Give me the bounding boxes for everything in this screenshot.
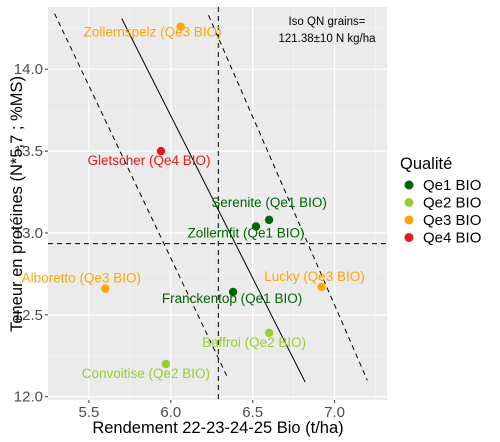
x-tick-label: 6.0: [160, 404, 181, 421]
x-axis-ticks: 5.5 6.0 6.5 7.0: [79, 400, 345, 421]
annotation: Iso QN grains= 121.38±10 N kg/ha: [278, 16, 376, 45]
data-points: [101, 22, 326, 369]
data-point: [317, 282, 326, 292]
iso-qn-lower-line: [54, 13, 229, 379]
y-axis-title: Teneur en protéines (N*5,7 ; %MS): [8, 76, 26, 332]
data-point: [228, 287, 238, 297]
x-tick-label: 6.5: [242, 404, 263, 421]
data-point: [161, 359, 171, 369]
y-tick-label: 12.0: [14, 389, 43, 406]
annotation-line-2: 121.38±10 N kg/ha: [278, 33, 376, 45]
data-point: [264, 215, 274, 225]
y-tick-label: 14.0: [14, 61, 43, 78]
y-tick-label: 13.5: [14, 143, 43, 160]
point-label: Serenite (Qe1 BIO): [211, 195, 327, 210]
point-label: Alboretto (Qe3 BIO): [22, 271, 141, 286]
point-label: Zollernfit (Qe1 BIO): [187, 225, 304, 240]
data-point: [101, 284, 110, 293]
legend-title: Qualité: [400, 155, 452, 173]
legend-label: Qe4 BIO: [423, 230, 481, 247]
annotation-line-1: Iso QN grains=: [288, 16, 365, 28]
y-axis-ticks: 12.0 12.5 13.0 13.5 14.0: [14, 61, 48, 406]
legend-key: [404, 180, 414, 190]
point-label: Zollernspelz (Qe3 BIO): [84, 25, 222, 40]
point-label: Lucky (Qe3 BIO): [264, 269, 365, 284]
iso-qn-line: [121, 18, 306, 383]
x-tick-label: 7.0: [324, 404, 345, 421]
reference-lines: [48, 7, 387, 400]
grid: [48, 7, 387, 400]
legend-key: [404, 198, 414, 207]
legend-key: [404, 215, 414, 225]
legend-label: Qe3 BIO: [423, 212, 481, 229]
legend-key: [404, 233, 414, 242]
y-tick-label: 12.5: [14, 307, 43, 324]
point-label: Baffroi (Qe2 BIO): [202, 335, 306, 350]
data-point: [264, 328, 274, 338]
plot-panel: [48, 7, 387, 400]
point-label: Convoitise (Qe2 BIO): [82, 366, 210, 381]
iso-qn-upper-line: [208, 14, 368, 381]
x-tick-label: 5.5: [79, 404, 100, 421]
data-point: [251, 222, 261, 231]
legend-label: Qe2 BIO: [423, 195, 481, 212]
x-axis-title: Rendement 22-23-24-25 Bio (t/ha): [92, 419, 343, 437]
point-label: Gletscher (Qe4 BIO): [87, 153, 210, 168]
legend-label: Qe1 BIO: [423, 177, 481, 194]
data-point: [176, 22, 185, 31]
point-label: Franckentop (Qe1 BIO): [162, 291, 302, 306]
data-point: [156, 146, 166, 156]
y-tick-label: 13.0: [14, 225, 43, 242]
point-labels: Zollernspelz (Qe3 BIO) Gletscher (Qe4 BIO…: [22, 25, 365, 381]
